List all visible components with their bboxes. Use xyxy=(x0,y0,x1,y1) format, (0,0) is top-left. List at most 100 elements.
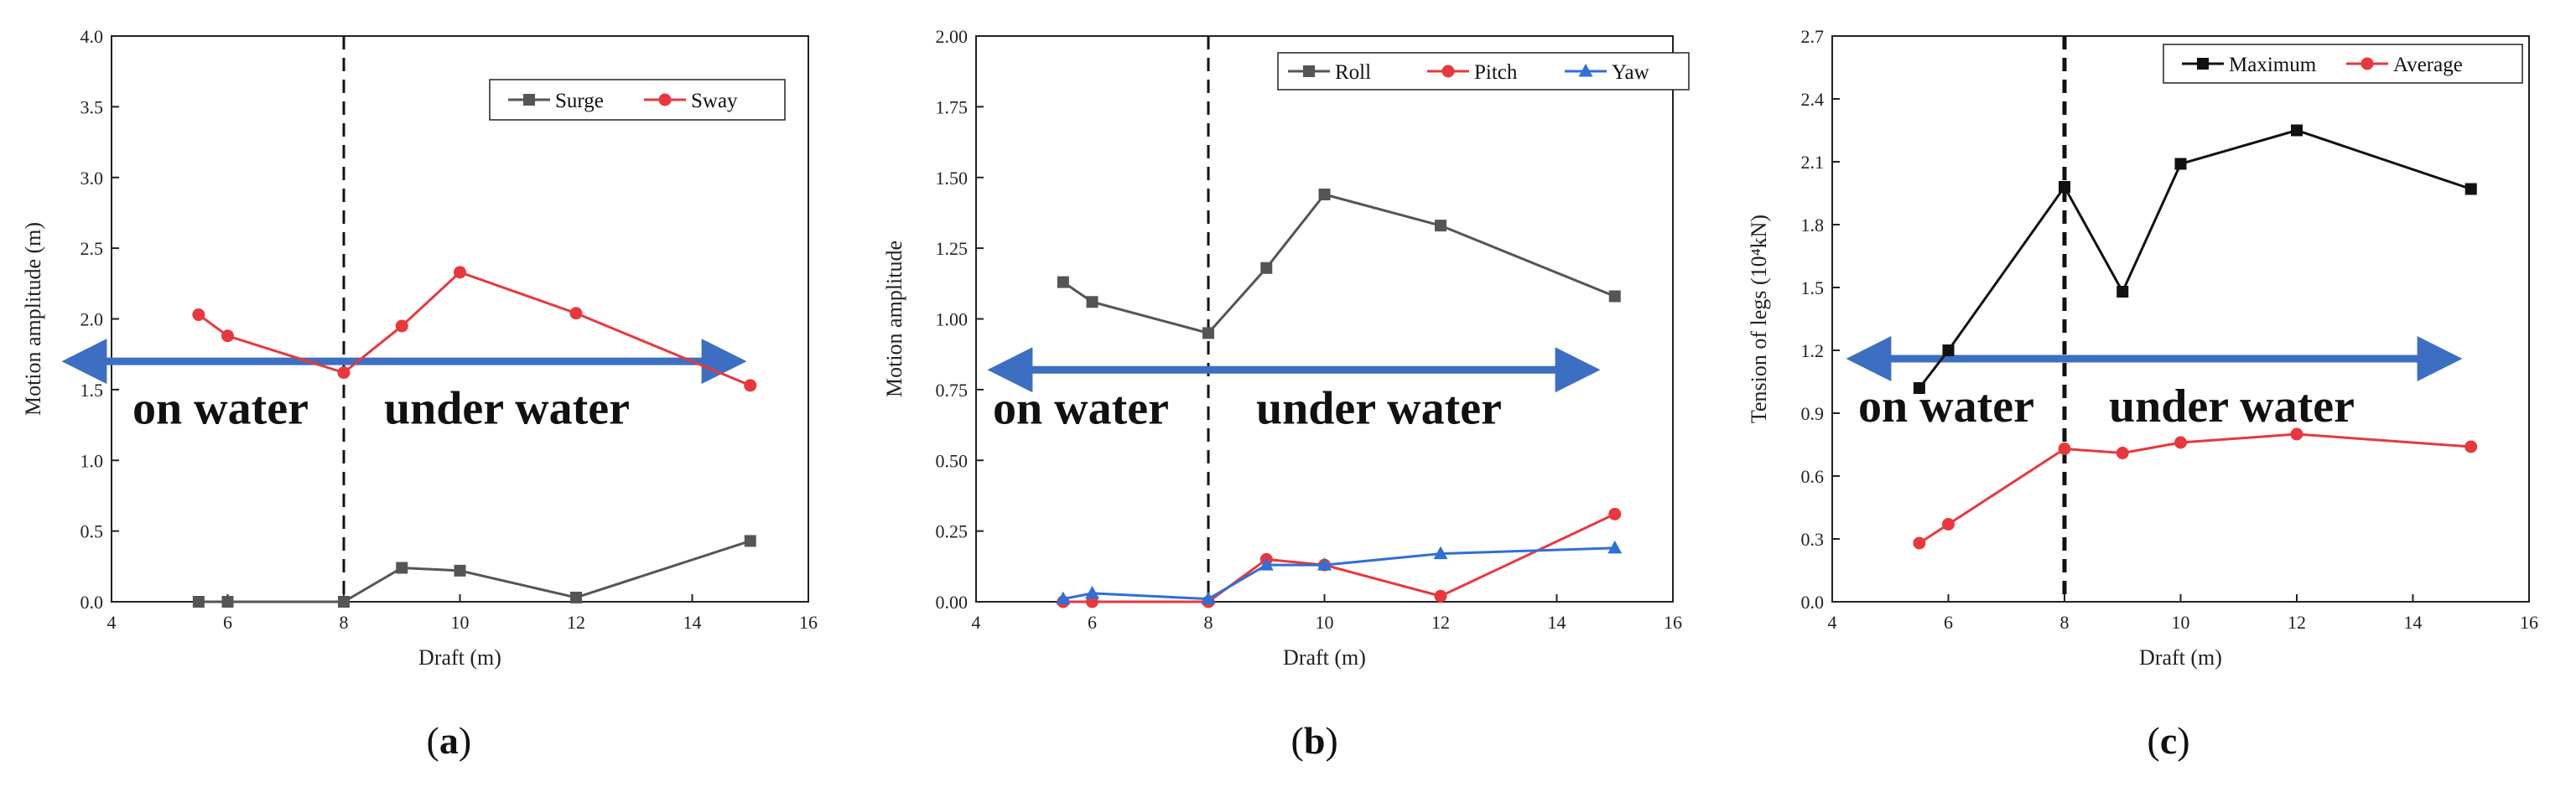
y-tick-label: 3.0 xyxy=(80,168,104,189)
x-tick-label: 10 xyxy=(1316,612,1334,633)
y-tick-label: 1.5 xyxy=(1801,277,1825,298)
data-point-sway xyxy=(454,266,466,279)
chart-c: 4 6 8 10 12 14 16 0.0 0.3 0.6 0.9 1.2 1.5 1.8 2.1 2.4 2.… xyxy=(1747,26,2538,762)
x-axis-label: Draft (m) xyxy=(1283,645,1366,670)
y-axis-label: Motion amplitude xyxy=(882,241,906,397)
data-point-maximum xyxy=(2116,286,2129,298)
y-tick-label: 2.4 xyxy=(1801,89,1825,110)
legend-marker-maximum xyxy=(2197,58,2209,70)
data-point-surge xyxy=(454,564,466,577)
x-tick-label: 4 xyxy=(972,612,981,633)
legend-marker-surge xyxy=(523,94,535,106)
legend-label-maximum: Maximum xyxy=(2229,54,2317,76)
data-point-average xyxy=(2174,436,2187,449)
data-point-average xyxy=(2290,427,2303,441)
y-tick-label: 1.0 xyxy=(80,450,104,471)
y-tick-label: 1.25 xyxy=(936,238,969,259)
y-tick-label: 0.00 xyxy=(936,592,969,613)
region-label-on-water: on water xyxy=(1858,381,2034,432)
plot-frame xyxy=(1831,35,2530,603)
y-tick-label: 0.6 xyxy=(1801,466,1825,487)
data-point-maximum xyxy=(2059,181,2070,193)
x-tick-label: 14 xyxy=(1548,612,1566,633)
y-tick-label: 1.5 xyxy=(80,380,104,401)
legend-box xyxy=(1277,52,1690,91)
data-point-roll xyxy=(1202,327,1214,339)
data-point-sway xyxy=(221,329,234,343)
y-tick-label: 0.5 xyxy=(80,521,104,542)
y-axis-label: Motion amplitude (m) xyxy=(21,222,45,416)
y-tick-label: 2.1 xyxy=(1801,152,1825,173)
data-point-roll xyxy=(1435,220,1446,232)
data-point-maximum xyxy=(2174,158,2187,170)
y-axis-label: Tension of legs (10⁴kN) xyxy=(1747,215,1771,423)
region-label-under-water: under water xyxy=(1256,383,1502,435)
legend-label-pitch: Pitch xyxy=(1474,61,1518,84)
panel-label-letter: c xyxy=(2160,719,2177,762)
y-tick-label: 2.7 xyxy=(1801,26,1825,47)
plot-frame xyxy=(111,35,809,603)
region-label-on-water: on water xyxy=(993,383,1169,435)
data-point-surge xyxy=(396,562,408,574)
x-tick-label: 16 xyxy=(2520,612,2538,633)
series-line-pitch xyxy=(1062,513,1616,603)
data-point-yaw xyxy=(1085,585,1099,599)
x-tick-label: 14 xyxy=(2404,612,2423,633)
panel-label-letter: a xyxy=(439,719,459,762)
data-point-average xyxy=(2464,440,2478,453)
y-tick-label: 0.0 xyxy=(1801,592,1825,613)
panel-label-close-paren: ) xyxy=(459,719,471,762)
y-tick-label: 2.0 xyxy=(80,309,104,330)
data-point-average xyxy=(2058,443,2071,455)
data-point-maximum xyxy=(1913,382,1925,394)
legend-label-average: Average xyxy=(2393,54,2463,76)
legend-label-sway: Sway xyxy=(691,90,738,112)
chart-b: 4 6 8 10 12 14 16 0.00 0.25 0.50 0.75 1.00 1.25 1.50 1… xyxy=(882,26,1690,762)
y-tick-label: 4.0 xyxy=(80,26,104,47)
data-point-sway xyxy=(337,366,351,380)
series-line-surge xyxy=(198,540,751,603)
data-point-surge xyxy=(570,591,582,603)
series-line-sway xyxy=(197,271,751,387)
series-line-maximum xyxy=(1918,128,2472,389)
region-label-under-water: under water xyxy=(2109,381,2355,432)
data-point-sway xyxy=(569,307,583,320)
y-tick-label: 3.5 xyxy=(80,96,104,117)
chart-a: 4 6 8 10 12 14 16 0.0 0.5 1.0 1.5 2.0 2.5 3.0 3.5 4.0 Dr… xyxy=(21,26,818,762)
series-line-yaw xyxy=(1062,546,1615,601)
x-tick-label: 8 xyxy=(340,612,349,633)
y-tick-label: 0.9 xyxy=(1801,403,1825,424)
data-point-surge xyxy=(338,596,350,608)
panel-label-open-paren: ( xyxy=(2148,719,2160,762)
data-point-roll xyxy=(1057,276,1069,288)
panel-label-open-paren: ( xyxy=(427,719,439,762)
y-tick-label: 1.2 xyxy=(1801,340,1825,361)
x-tick-label: 6 xyxy=(1088,612,1097,633)
x-axis-label: Draft (m) xyxy=(418,645,501,670)
x-tick-label: 12 xyxy=(2288,612,2306,633)
data-point-average xyxy=(1942,518,1955,531)
legend-label-roll: Roll xyxy=(1335,61,1371,84)
series-line-average xyxy=(1919,432,2471,545)
data-point-yaw xyxy=(1317,557,1332,571)
x-tick-label: 8 xyxy=(2060,612,2070,633)
data-point-sway xyxy=(395,319,408,333)
data-point-average xyxy=(1913,536,1926,550)
y-tick-label: 0.25 xyxy=(936,521,969,542)
panel-label-letter: b xyxy=(1304,719,1326,762)
y-tick-label: 1.00 xyxy=(936,309,969,330)
y-tick-label: 2.00 xyxy=(936,26,969,47)
data-point-yaw xyxy=(1259,557,1274,571)
data-point-yaw xyxy=(1056,591,1071,605)
data-point-surge xyxy=(744,535,756,547)
x-tick-label: 16 xyxy=(799,612,818,633)
x-tick-label: 16 xyxy=(1664,612,1682,633)
y-tick-label: 0.75 xyxy=(936,380,969,401)
data-point-surge xyxy=(221,596,234,608)
panel-label-close-paren: ) xyxy=(2177,719,2189,762)
panel-label-open-paren: ( xyxy=(1291,719,1304,762)
panel-label-close-paren: ) xyxy=(1325,719,1337,762)
y-tick-label: 1.75 xyxy=(936,96,969,117)
data-point-maximum xyxy=(1942,344,1955,356)
